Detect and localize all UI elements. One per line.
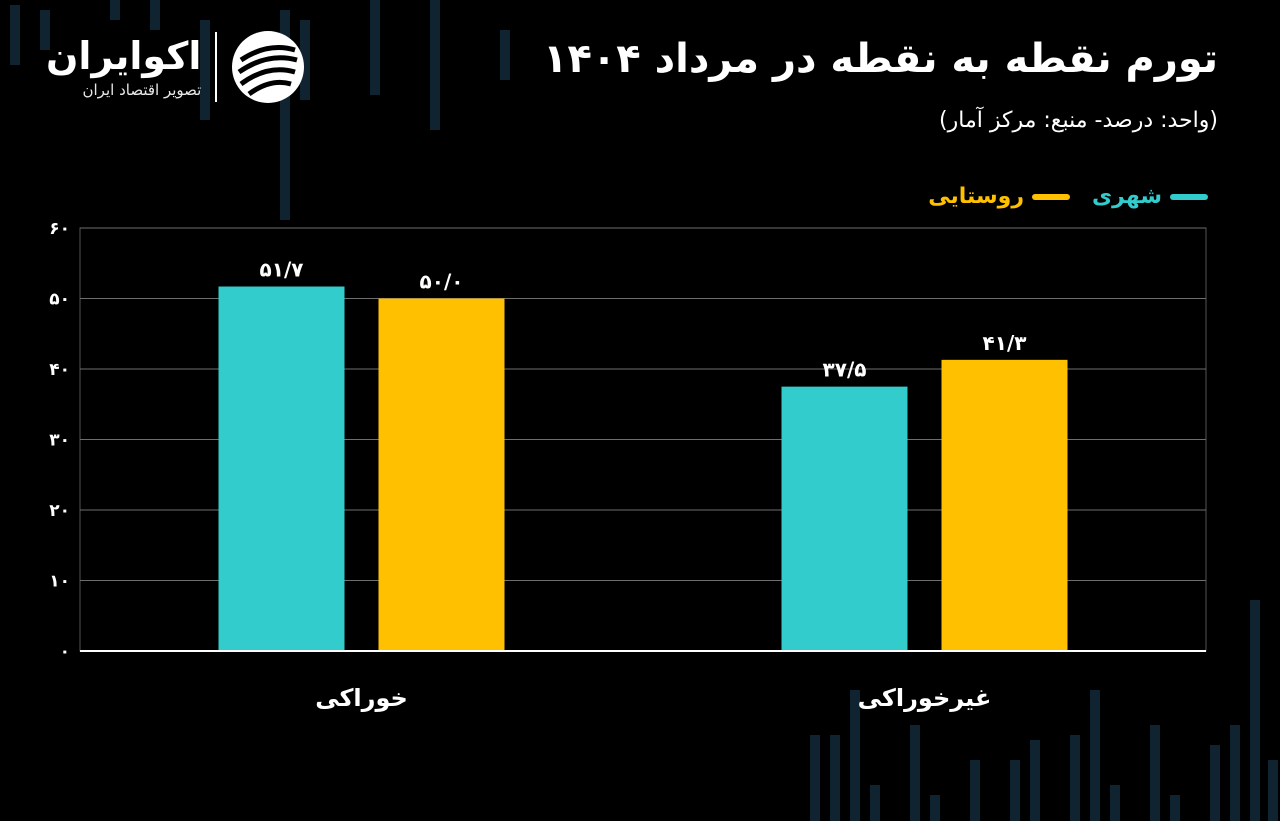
background-candle — [930, 795, 940, 821]
background-candle — [1250, 600, 1260, 821]
legend-item-rural: روستایی — [928, 184, 1070, 209]
y-tick-label: ۱۰ — [49, 572, 70, 592]
background-candle — [150, 0, 160, 30]
background-candle — [830, 735, 840, 821]
y-tick-label: ۳۰ — [49, 431, 70, 451]
background-candle — [500, 30, 510, 80]
bar — [218, 286, 345, 651]
background-candle — [430, 0, 440, 130]
y-tick-label: ۶۰ — [49, 219, 70, 239]
x-category-label: خوراکی — [315, 684, 408, 712]
data-label: ۵۰/۰ — [420, 270, 464, 294]
background-candle — [1268, 760, 1278, 821]
background-candle — [870, 785, 880, 821]
brand-text: اکوایران تصویر اقتصاد ایران — [46, 34, 201, 100]
background-candle — [810, 735, 820, 821]
y-tick-label: ۵۰ — [49, 290, 70, 310]
chart-subtitle: (واحد: درصد- منبع: مرکز آمار) — [939, 108, 1218, 133]
data-label: ۴۱/۳ — [983, 331, 1027, 355]
brand-tagline: تصویر اقتصاد ایران — [82, 81, 202, 99]
legend-item-urban: شهری — [1092, 184, 1208, 209]
background-candle — [1010, 760, 1020, 821]
chart-title: تورم نقطه به نقطه در مرداد ۱۴۰۴ — [543, 36, 1218, 82]
background-candle — [1230, 725, 1240, 821]
background-candle — [370, 0, 380, 95]
data-label: ۳۷/۵ — [823, 358, 867, 382]
background-candle — [40, 10, 50, 50]
legend-swatch-rural — [1031, 193, 1070, 200]
background-candle — [300, 20, 310, 100]
background-candle — [10, 5, 20, 65]
y-tick-label: ۰ — [60, 642, 70, 662]
bar — [941, 359, 1068, 651]
brand-logo: اکوایران تصویر اقتصاد ایران — [46, 30, 305, 104]
brand-separator — [215, 32, 218, 102]
bar — [378, 298, 505, 651]
bar — [781, 386, 908, 651]
background-candle — [910, 725, 920, 821]
background-candle — [1090, 690, 1100, 821]
x-category-label: غیرخوراکی — [858, 684, 992, 712]
legend-label-rural: روستایی — [928, 184, 1024, 209]
background-candle — [850, 690, 860, 821]
legend: شهری روستایی — [928, 184, 1208, 209]
background-candle — [200, 20, 210, 120]
brand-name: اکوایران — [46, 34, 202, 78]
background-candle — [1070, 735, 1080, 821]
background-candle — [1170, 795, 1180, 821]
background-candle — [280, 10, 290, 220]
y-tick-label: ۴۰ — [49, 360, 70, 380]
background-candle — [970, 760, 980, 821]
background-candle — [1150, 725, 1160, 821]
background-candle — [1030, 740, 1040, 821]
y-tick-label: ۲۰ — [49, 501, 70, 521]
legend-label-urban: شهری — [1091, 184, 1162, 209]
data-label: ۵۱/۷ — [260, 258, 304, 282]
brand-mark-icon — [232, 31, 305, 103]
legend-swatch-urban — [1170, 193, 1208, 200]
background-candle — [110, 0, 120, 20]
background-candle — [1110, 785, 1120, 821]
background-candle — [1210, 745, 1220, 821]
